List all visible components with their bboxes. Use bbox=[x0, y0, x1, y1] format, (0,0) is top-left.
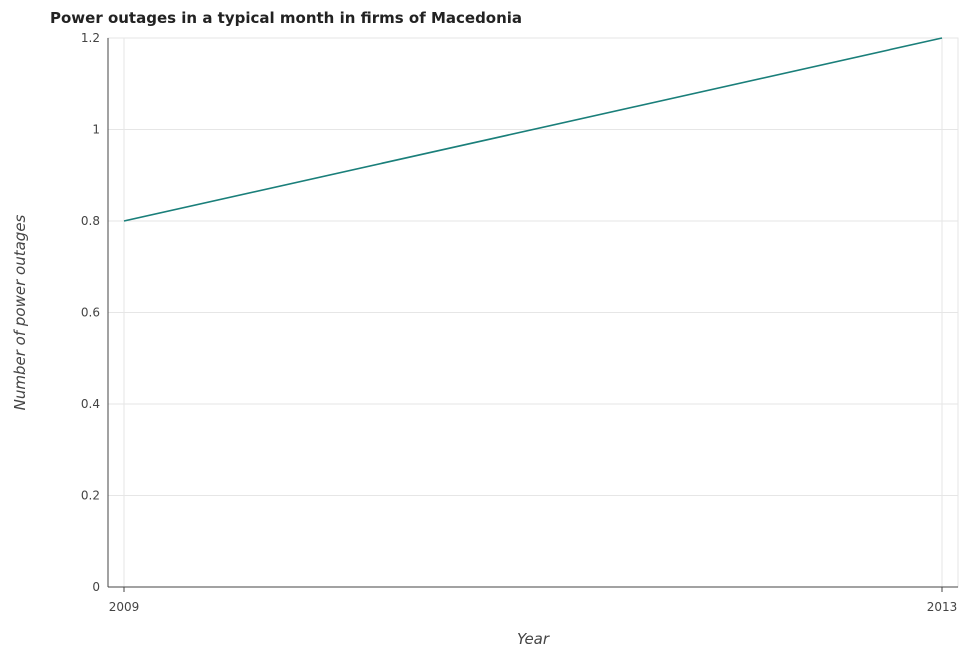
x-tick-label: 2009 bbox=[109, 600, 140, 614]
y-tick-label: 1.2 bbox=[81, 31, 100, 45]
y-tick-label: 0.8 bbox=[81, 214, 100, 228]
y-axis-label: Number of power outages bbox=[11, 214, 29, 410]
x-tick-label: 2013 bbox=[927, 600, 958, 614]
axes bbox=[107, 38, 958, 592]
y-ticks: 0 0.2 0.4 0.6 0.8 1 1.2 bbox=[81, 31, 100, 594]
y-tick-label: 0.4 bbox=[81, 397, 100, 411]
x-ticks: 2009 2013 bbox=[109, 600, 958, 614]
y-tick-label: 0 bbox=[92, 580, 100, 594]
series bbox=[123, 37, 943, 222]
y-tick-label: 0.2 bbox=[81, 489, 100, 503]
x-axis-label: Year bbox=[517, 630, 550, 648]
series-line bbox=[123, 37, 943, 222]
y-tick-label: 0.6 bbox=[81, 306, 100, 320]
grid bbox=[107, 37, 959, 588]
y-tick-label: 1 bbox=[92, 123, 100, 137]
chart-title: Power outages in a typical month in firm… bbox=[50, 9, 523, 27]
